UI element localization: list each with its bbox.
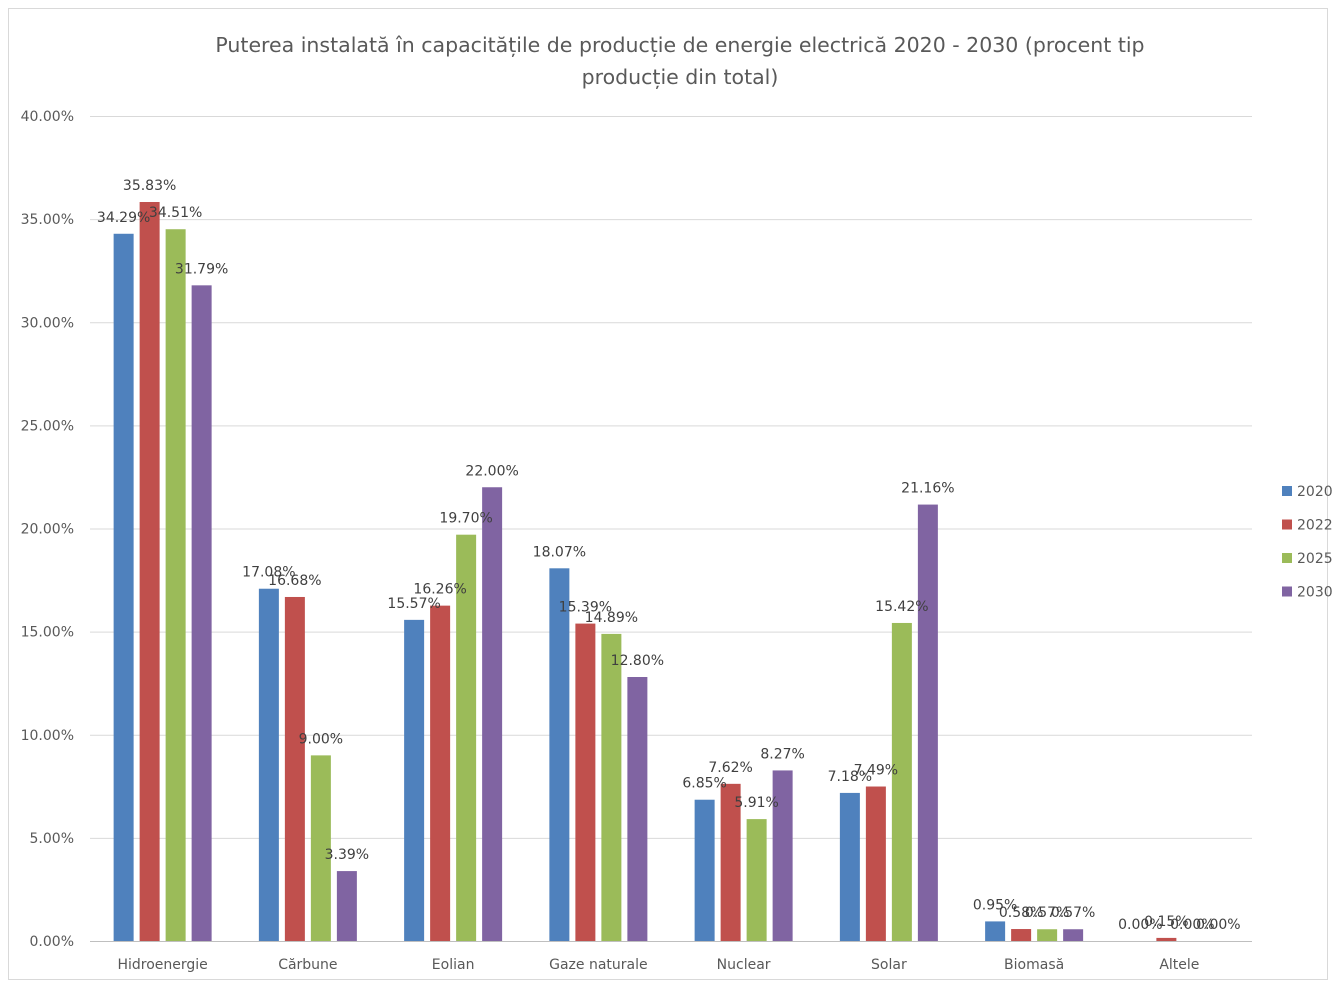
data-labels: 34.29% 35.83% 34.51% 31.79% 17.08%16.68% 9.00…: [97, 178, 1241, 933]
y-tick-label: 15.00%: [21, 625, 74, 641]
y-tick-label: 35.00%: [21, 212, 74, 228]
bar-2030: [917, 504, 938, 941]
gridlines: [90, 116, 1252, 942]
bar-2030: [482, 487, 503, 941]
data-label-2022: 7.62%: [708, 760, 752, 776]
data-label-2022: 16.68%: [268, 573, 321, 589]
category-label: Altele: [1159, 957, 1199, 973]
y-tick-label: 5.00%: [30, 831, 74, 847]
category-label: Eolian: [432, 957, 475, 973]
data-label-2022: 0.58%: [999, 905, 1043, 921]
bar-2030: [336, 871, 357, 941]
legend-label-2020: 2020: [1297, 484, 1333, 500]
data-label-2022: 15.39%: [559, 600, 612, 616]
bar-2022: [575, 623, 596, 941]
data-label-2025: 5.91%: [734, 795, 778, 811]
y-tick-label: 30.00%: [21, 315, 74, 331]
bar-2022: [1156, 937, 1177, 941]
bar-2025: [456, 534, 477, 941]
bar-2025: [891, 622, 912, 941]
bar-2022: [284, 596, 305, 941]
data-label-2020: 34.29%: [97, 210, 150, 226]
bar-2020: [694, 799, 715, 941]
legend-swatch-2022: [1282, 519, 1292, 530]
data-label-2022: 0.15%: [1144, 914, 1188, 930]
data-label-2025: 15.42%: [875, 599, 928, 615]
chart-title-line-1: Puterea instalată în capacitățile de pro…: [215, 33, 1144, 57]
data-label-2022: 7.49%: [854, 763, 898, 779]
legend-swatch-2030: [1282, 586, 1292, 597]
bar-2022: [865, 786, 886, 941]
legend-label-2030: 2030: [1297, 585, 1333, 601]
data-label-2030: 8.27%: [760, 746, 804, 762]
data-label-2020: 17.08%: [242, 565, 295, 581]
bar-2022: [1011, 929, 1032, 941]
data-label-2030: 21.16%: [901, 481, 954, 497]
legend-label-2022: 2022: [1297, 518, 1333, 534]
chart-title-line-2: producție din total): [582, 65, 779, 89]
bar-2022: [430, 605, 451, 941]
bar-2022: [720, 783, 741, 941]
data-label-2025: 19.70%: [439, 511, 492, 527]
data-label-2020: 18.07%: [533, 544, 586, 560]
legend-swatch-2020: [1282, 486, 1292, 496]
data-label-2030: 3.39%: [325, 847, 369, 863]
data-label-2025: 0.57%: [1025, 905, 1069, 921]
chart-frame: [8, 8, 1328, 980]
y-tick-label: 0.00%: [30, 934, 74, 950]
y-tick-label: 20.00%: [21, 522, 74, 538]
category-label: Cărbune: [278, 957, 337, 973]
data-label-2025: 0.00%: [1170, 917, 1214, 933]
data-label-2020: 7.18%: [828, 769, 872, 785]
data-label-2022: 35.83%: [123, 178, 176, 194]
bar-2025: [165, 229, 186, 941]
bar-2030: [191, 285, 212, 941]
bar-2020: [113, 233, 134, 942]
bar-2025: [310, 755, 331, 941]
y-tick-label: 40.00%: [21, 109, 74, 125]
data-label-2022: 16.26%: [413, 582, 466, 598]
bar-2020: [985, 921, 1006, 941]
category-label: Gaze naturale: [549, 957, 648, 973]
bar-2020: [549, 568, 570, 941]
y-tick-label: 25.00%: [21, 418, 74, 434]
bar-2020: [839, 792, 860, 941]
data-label-2030: 31.79%: [175, 261, 228, 277]
bar-2020: [404, 619, 425, 941]
category-label: Nuclear: [717, 957, 771, 973]
data-label-2030: 22.00%: [465, 463, 518, 479]
data-label-2020: 0.95%: [973, 897, 1017, 913]
data-label-2020: 15.57%: [387, 596, 440, 612]
bar-2030: [627, 677, 648, 941]
chart-title: Puterea instalată în capacitățile de pro…: [215, 33, 1144, 89]
data-label-2030: 0.00%: [1196, 917, 1240, 933]
data-label-2030: 0.57%: [1051, 905, 1095, 921]
bar-2030: [772, 770, 793, 941]
data-label-2025: 34.51%: [149, 205, 202, 221]
legend: 2020 2022 2025 2030: [1282, 484, 1333, 601]
y-axis-tick-labels: 0.00% 5.00% 10.00% 15.00% 20.00% 25.00% 30.00%…: [21, 109, 74, 950]
data-label-2020: 0.00%: [1118, 917, 1162, 933]
x-axis-category-labels: Hidroenergie Cărbune Eolian Gaze naturale Nu…: [117, 957, 1199, 973]
category-label: Hidroenergie: [117, 957, 207, 973]
data-label-2025: 14.89%: [585, 610, 638, 626]
bars: [113, 202, 1177, 942]
bar-2025: [746, 819, 767, 941]
bar-2020: [258, 588, 279, 941]
legend-swatch-2025: [1282, 553, 1292, 563]
y-tick-label: 10.00%: [21, 728, 74, 744]
bar-2025: [601, 633, 622, 941]
category-label: Biomasă: [1004, 957, 1064, 973]
bar-2025: [1037, 929, 1058, 941]
data-label-2030: 12.80%: [611, 653, 664, 669]
data-label-2020: 6.85%: [682, 776, 726, 792]
bar-2022: [139, 202, 160, 942]
data-label-2025: 9.00%: [299, 731, 343, 747]
category-label: Solar: [871, 957, 907, 973]
bar-2030: [1063, 929, 1084, 941]
legend-label-2025: 2025: [1297, 551, 1333, 567]
